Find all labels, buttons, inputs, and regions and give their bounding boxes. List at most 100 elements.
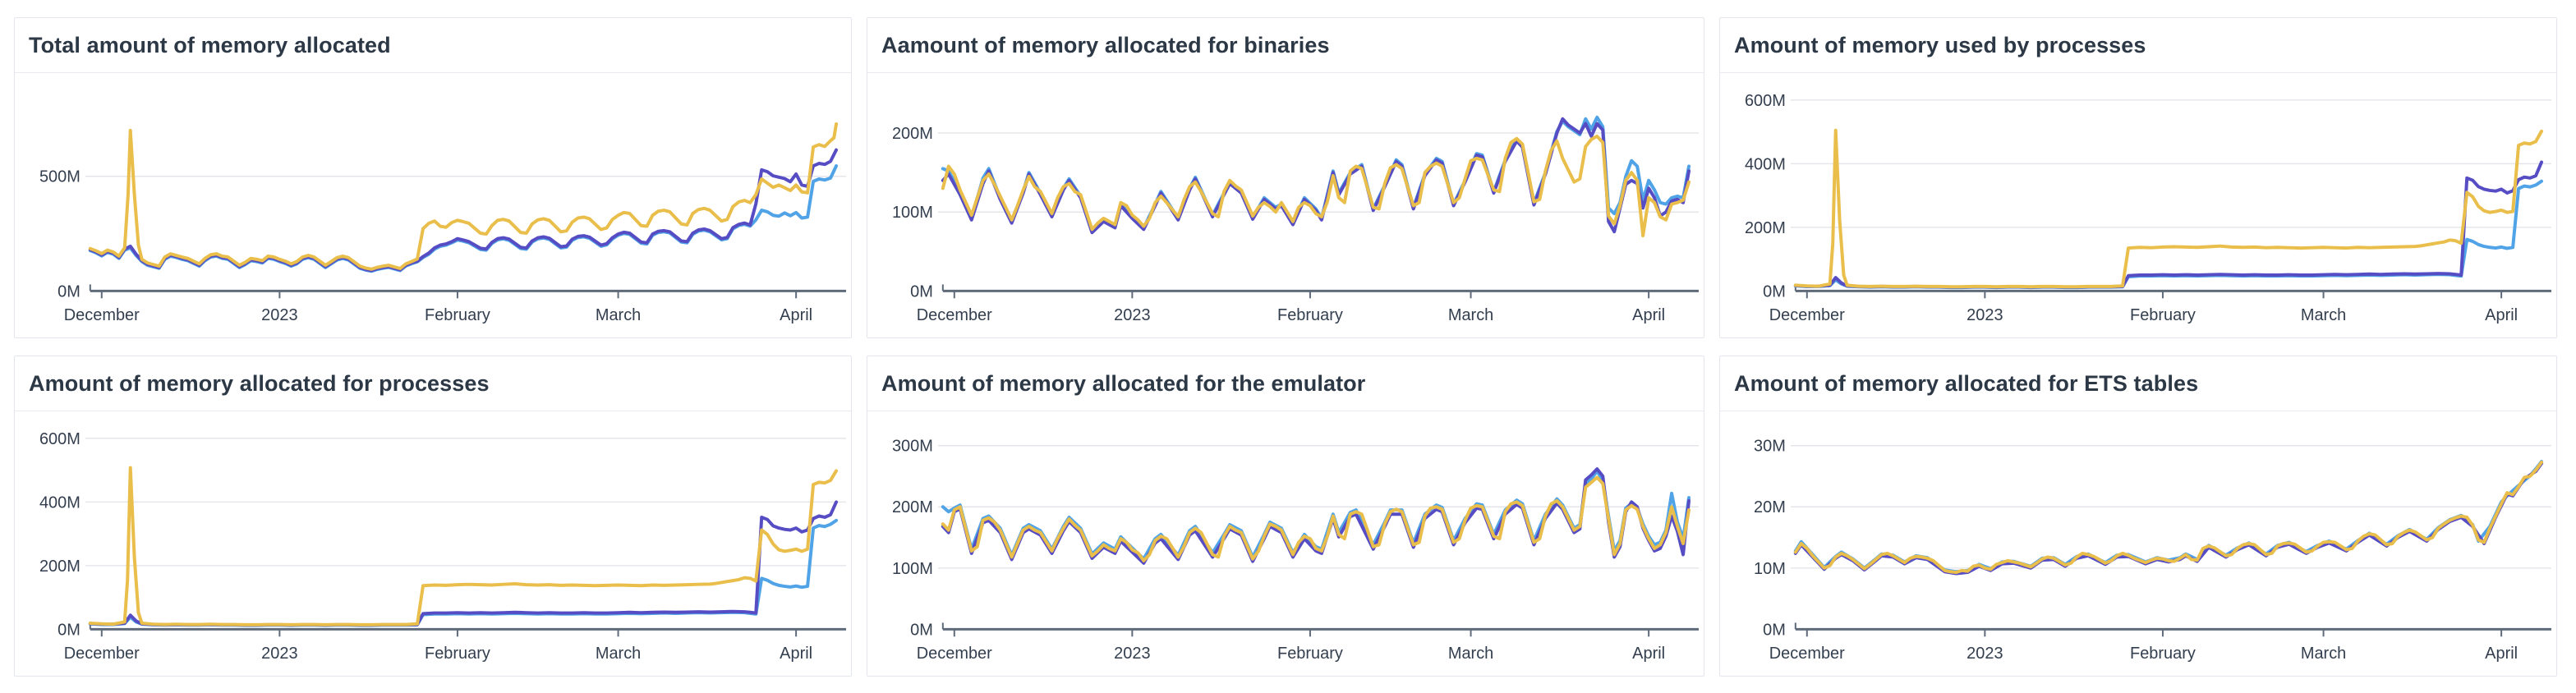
chart-canvas[interactable]: 0M 200M 400M 600M December 2023 February March A… xyxy=(15,411,851,676)
y-tick-label: 200M xyxy=(892,125,933,143)
chart-canvas[interactable]: 0M 200M 400M 600M December 2023 February March A… xyxy=(1720,73,2556,337)
x-tick-label: 2023 xyxy=(261,306,297,324)
series-line-purple xyxy=(1793,160,2544,289)
series-lines xyxy=(88,122,839,273)
y-tick-label: 0M xyxy=(910,621,933,639)
x-tick-label: April xyxy=(2485,306,2518,324)
chart-panel-5: Amount of memory allocated for the emula… xyxy=(867,356,1704,677)
chart-canvas[interactable]: 0M 10M 20M 30M December 2023 February March Apri… xyxy=(1720,411,2556,676)
y-tick-label: 0M xyxy=(910,282,933,301)
series-lines xyxy=(941,115,1691,238)
chart-title: Aamount of memory allocated for binaries xyxy=(867,18,1704,73)
chart-canvas[interactable]: 0M 100M 200M December 2023 February March April xyxy=(867,73,1704,337)
x-tick-label: April xyxy=(1632,306,1665,324)
gridlines: 0M 200M 400M 600M xyxy=(1745,92,2552,301)
chart-panel-1: Total amount of memory allocated 0M 500M D… xyxy=(14,17,852,338)
y-tick-label: 200M xyxy=(39,558,80,576)
chart-title: Amount of memory used by processes xyxy=(1720,18,2556,73)
gridlines: 0M 100M 200M 300M xyxy=(892,438,1700,639)
chart-title: Total amount of memory allocated xyxy=(15,18,851,73)
y-tick-label: 600M xyxy=(1745,92,1786,110)
x-tick-label: April xyxy=(780,306,812,324)
series-line-blue xyxy=(1793,460,2544,574)
series-lines xyxy=(941,467,1691,565)
y-tick-label: 400M xyxy=(39,493,80,512)
y-tick-label: 300M xyxy=(892,438,933,456)
x-tick-label: 2023 xyxy=(1114,645,1150,663)
series-line-yellow xyxy=(88,122,839,271)
chart-title: Amount of memory allocated for processes xyxy=(15,356,851,411)
series-line-purple xyxy=(941,117,1691,235)
chart-canvas[interactable]: 0M 500M December 2023 February March April xyxy=(15,73,851,337)
x-tick-label: April xyxy=(1632,645,1665,663)
y-tick-label: 0M xyxy=(1763,621,1786,639)
x-tick-label: December xyxy=(64,645,140,663)
series-lines xyxy=(88,466,839,627)
x-tick-label: February xyxy=(1277,645,1343,663)
chart-panel-6: Amount of memory allocated for ETS table… xyxy=(1719,356,2557,677)
series-line-blue xyxy=(1793,179,2544,290)
y-tick-label: 400M xyxy=(1745,155,1786,173)
chart-title: Amount of memory allocated for ETS table… xyxy=(1720,356,2556,411)
x-tick-label: December xyxy=(1769,306,1845,324)
x-tick-label: 2023 xyxy=(1114,306,1150,324)
x-axis: December 2023 February March April xyxy=(917,284,1700,324)
chart-title: Amount of memory allocated for the emula… xyxy=(867,356,1704,411)
chart-canvas[interactable]: 0M 100M 200M 300M December 2023 February March A… xyxy=(867,411,1704,676)
x-tick-label: April xyxy=(780,645,812,663)
y-tick-label: 0M xyxy=(58,282,80,301)
y-tick-label: 0M xyxy=(1763,282,1786,301)
x-tick-label: December xyxy=(917,645,992,663)
y-tick-label: 200M xyxy=(1745,219,1786,237)
x-axis: December 2023 February March April xyxy=(64,622,847,663)
x-tick-label: 2023 xyxy=(261,645,297,663)
y-tick-label: 100M xyxy=(892,560,933,578)
x-tick-label: March xyxy=(1448,306,1493,324)
gridlines: 0M 200M 400M 600M xyxy=(39,430,847,639)
x-tick-label: March xyxy=(2301,645,2346,663)
x-axis: December 2023 February March April xyxy=(64,284,847,324)
x-tick-label: February xyxy=(1277,306,1343,324)
chart-panel-3: Amount of memory used by processes 0M 200… xyxy=(1719,17,2557,338)
x-tick-label: February xyxy=(2130,645,2196,663)
chart-panel-4: Amount of memory allocated for processes… xyxy=(14,356,852,677)
x-tick-label: February xyxy=(425,645,490,663)
x-axis: December 2023 February March April xyxy=(1769,284,2552,324)
series-lines xyxy=(1793,128,2544,290)
gridlines: 0M 500M xyxy=(39,168,847,301)
y-tick-label: 30M xyxy=(1754,438,1786,456)
y-tick-label: 20M xyxy=(1754,498,1786,516)
x-tick-label: March xyxy=(1448,645,1493,663)
x-axis: December 2023 February March April xyxy=(1769,622,2552,663)
y-tick-label: 0M xyxy=(58,621,80,639)
x-tick-label: December xyxy=(64,306,140,324)
series-line-yellow xyxy=(941,475,1691,562)
y-tick-label: 600M xyxy=(39,430,80,448)
x-tick-label: December xyxy=(917,306,992,324)
series-line-yellow xyxy=(941,134,1691,238)
x-tick-label: February xyxy=(2130,306,2196,324)
chart-panel-2: Aamount of memory allocated for binaries… xyxy=(867,17,1704,338)
x-tick-label: February xyxy=(425,306,490,324)
gridlines: 0M 10M 20M 30M xyxy=(1754,438,2552,639)
y-tick-label: 500M xyxy=(39,168,80,186)
series-line-purple xyxy=(1793,461,2544,576)
x-tick-label: 2023 xyxy=(1966,306,2003,324)
x-tick-label: March xyxy=(596,645,641,663)
x-tick-label: March xyxy=(2301,306,2346,324)
series-line-yellow xyxy=(88,466,839,626)
y-tick-label: 10M xyxy=(1754,560,1786,578)
x-tick-label: March xyxy=(596,306,641,324)
x-axis: December 2023 February March April xyxy=(917,622,1700,663)
y-tick-label: 100M xyxy=(892,204,933,222)
x-tick-label: December xyxy=(1769,645,1845,663)
series-line-purple xyxy=(88,148,839,273)
series-line-yellow xyxy=(1793,460,2544,575)
x-tick-label: 2023 xyxy=(1966,645,2003,663)
y-tick-label: 200M xyxy=(892,498,933,516)
x-tick-label: April xyxy=(2485,645,2518,663)
series-line-blue xyxy=(88,518,839,627)
series-lines xyxy=(1793,460,2544,576)
series-line-purple xyxy=(88,500,839,627)
